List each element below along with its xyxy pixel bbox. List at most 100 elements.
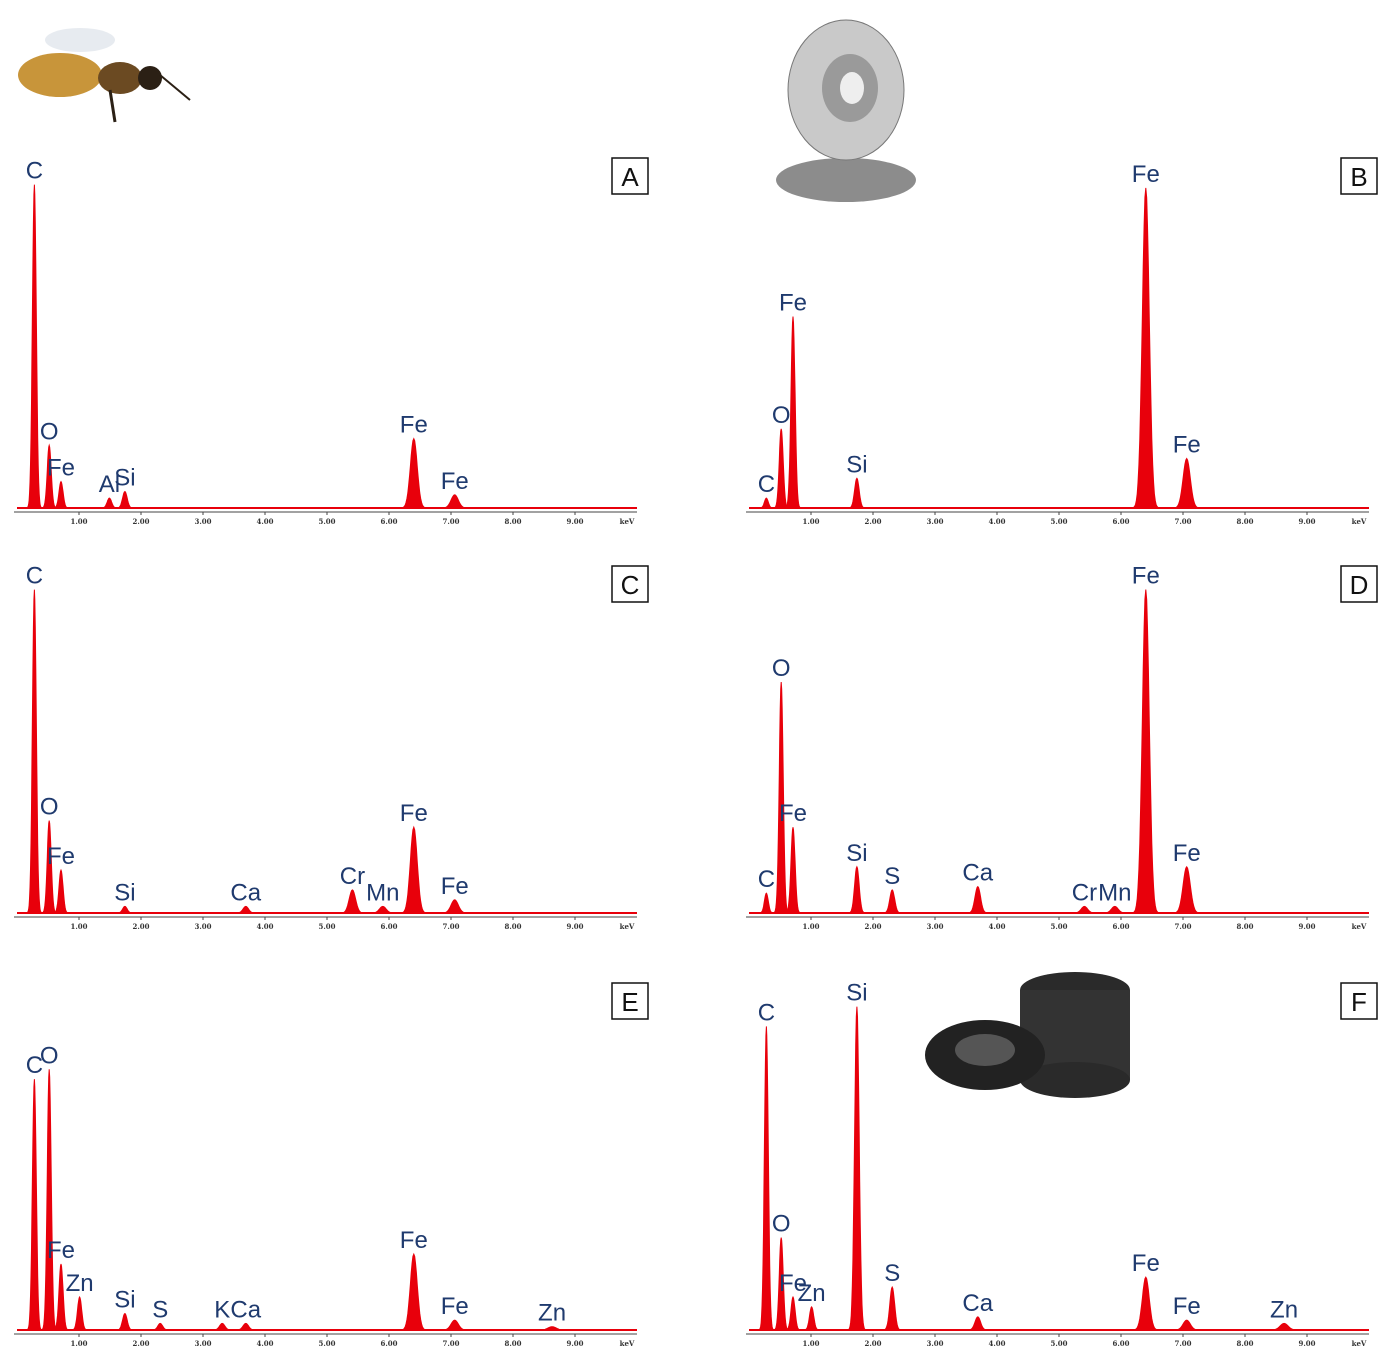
peak-label: Fe [400,1227,428,1254]
x-tick-label: 4.00 [256,517,273,526]
peak-label: Fe [400,412,428,439]
peak-label: Cr [340,863,365,890]
peak-label: Ca [230,879,261,906]
x-axis-label: keV [620,517,635,526]
peak-label: O [772,402,791,429]
peak-label: Fe [779,800,807,827]
peak [1172,459,1201,509]
peak-label: Si [114,465,135,492]
peak-label: C [758,999,775,1026]
peak [27,1079,42,1330]
peak-label: Fe [1132,563,1160,590]
x-tick-label: 4.00 [988,1339,1005,1348]
peak-label: Fe [441,1293,469,1320]
x-tick-label: 2.00 [132,922,149,931]
x-tick-label: 4.00 [256,1339,273,1348]
x-tick-label: 2.00 [864,517,881,526]
x-tick-label: 3.00 [926,922,943,931]
x-tick-label: 8.00 [1236,517,1253,526]
x-tick-label: 5.00 [318,922,335,931]
x-tick-label: 3.00 [926,1339,943,1348]
peak-label: S [884,863,900,890]
peak [759,893,775,913]
peak [440,1320,469,1330]
peak [1132,590,1160,913]
x-tick-label: 6.00 [1112,517,1129,526]
panel-letter: C [621,570,640,600]
peak-label: Si [114,1287,135,1314]
peak-label: Si [114,879,135,906]
peak-label: O [40,794,59,821]
x-tick-label: 7.00 [442,922,459,931]
peak-label: Zn [798,1280,826,1307]
peak [536,1327,568,1330]
x-tick-label: 6.00 [380,922,397,931]
peak-label: K [214,1296,230,1323]
peak-label: Fe [1173,1293,1201,1320]
x-tick-label: 8.00 [504,922,521,931]
x-axis-label: keV [1352,517,1367,526]
peak-label: Si [846,980,867,1007]
peak [1132,188,1160,508]
x-tick-label: 1.00 [802,517,819,526]
peak [759,498,775,508]
peak [53,482,69,508]
peak-label: Si [846,840,867,867]
peak-label: Fe [1132,1250,1160,1277]
x-axis-label: keV [1352,1339,1367,1348]
peak-label: Ca [230,1296,261,1323]
peak-label: Zn [538,1300,566,1327]
x-tick-label: 7.00 [1174,1339,1191,1348]
peak [400,1254,428,1330]
panel-letter: B [1350,162,1367,192]
peak [27,185,42,508]
panel-letter: F [1351,987,1367,1017]
brake-disc-picture [776,20,916,202]
peak [340,890,366,913]
x-tick-label: 3.00 [194,1339,211,1348]
x-tick-label: 4.00 [256,922,273,931]
peak [400,827,428,913]
peak [883,890,903,913]
peak [116,1314,134,1331]
peak-label: Mn [1098,879,1131,906]
x-tick-label: 8.00 [504,1339,521,1348]
peak-label: S [884,1260,900,1287]
peak [27,590,42,913]
peak [967,887,989,913]
tyres-picture [925,972,1130,1098]
x-axis-label: keV [620,922,635,931]
peak-label: Zn [1270,1296,1298,1323]
peak [440,495,469,508]
panel-letter: A [621,162,639,192]
x-tick-label: 7.00 [1174,922,1191,931]
x-tick-label: 7.00 [1174,517,1191,526]
peak [759,1026,775,1330]
x-tick-label: 4.00 [988,517,1005,526]
x-tick-label: 8.00 [1236,1339,1253,1348]
peak-label: C [26,158,43,185]
x-axis-label: keV [620,1339,635,1348]
peak [803,1307,820,1330]
x-tick-label: 6.00 [380,1339,397,1348]
peak-label: O [40,1042,59,1069]
peak-label: Ca [962,860,993,887]
x-tick-label: 5.00 [1050,1339,1067,1348]
peak-label: Fe [47,455,75,482]
peak-label: O [772,1211,791,1238]
peak-label: Zn [66,1270,94,1297]
peak [41,1069,57,1330]
x-tick-label: 6.00 [1112,1339,1129,1348]
x-axis-label: keV [1352,922,1367,931]
x-tick-label: 2.00 [132,517,149,526]
x-tick-label: 5.00 [318,517,335,526]
x-tick-label: 9.00 [566,922,583,931]
peak [848,867,866,913]
peak-label: Ca [962,1290,993,1317]
x-tick-label: 2.00 [864,1339,881,1348]
peak [848,478,866,508]
peak-label: Si [846,451,867,478]
x-tick-label: 3.00 [926,517,943,526]
peak [967,1317,989,1330]
peak [1172,1320,1201,1330]
